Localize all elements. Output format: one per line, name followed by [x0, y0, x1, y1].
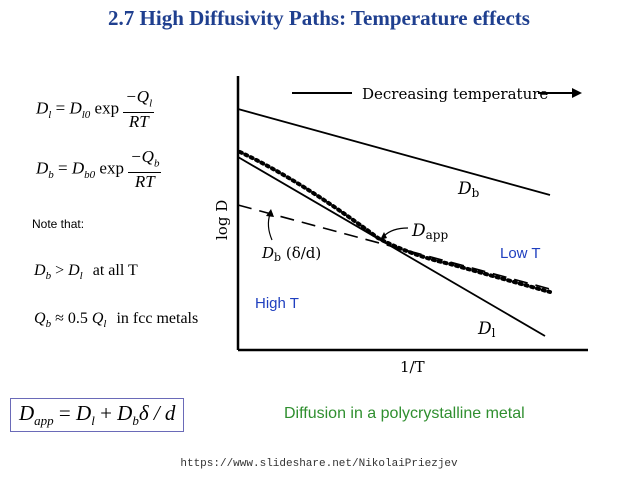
dl-equation: Dl = Dl0 exp −Ql RT [36, 87, 155, 132]
caption: Diffusion in a polycrystalline metal [284, 405, 525, 422]
db-label: Db [457, 179, 480, 200]
low-t-label: Low T [500, 245, 541, 262]
slide-title: 2.7 High Diffusivity Paths: Temperature … [108, 6, 530, 30]
note-label: Note that: [32, 217, 85, 231]
dapp-pointer-head-icon [380, 232, 387, 240]
db-equation: Db = Db0 exp −Qb RT [36, 147, 162, 192]
db-delta-d-pointer [267, 213, 273, 241]
dapp-curve [238, 150, 552, 294]
dapp-pointer [383, 227, 409, 237]
arrow-head-icon [572, 88, 582, 98]
dapp-equation: Dapp = Dl + Dbδ / d [10, 398, 185, 433]
db-delta-d-label: Db (δ/d) [261, 244, 321, 264]
x-axis-label: 1/T [400, 358, 425, 376]
dl-label: Dl [477, 319, 496, 340]
db-delta-d-pointer-head-icon [266, 209, 274, 217]
arrow-label: Decreasing temperature [362, 85, 548, 103]
y-axis-label: log D [213, 200, 231, 240]
dapp-label: Dapp [411, 221, 448, 242]
high-t-label: High T [255, 295, 299, 312]
relation-db-gt-dl: Db > Dl at all T [34, 262, 138, 283]
relation-qb-qL: Qb ≈ 0.5 Ql in fcc metals [34, 310, 199, 331]
source-url[interactable]: https://www.slideshare.net/NikolaiPriezj… [180, 458, 458, 470]
db-line [237, 108, 551, 196]
